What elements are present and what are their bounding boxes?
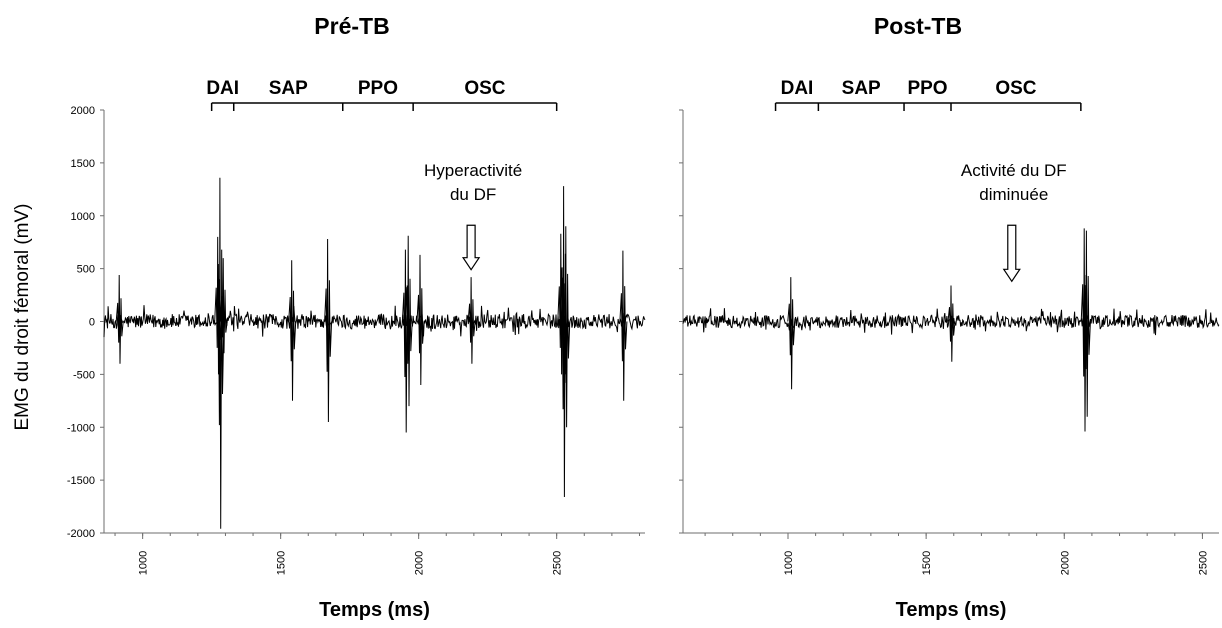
annotation-text: Hyperactivité: [424, 161, 522, 180]
emg-spike: [1082, 230, 1091, 417]
y-tick-label: 1500: [71, 158, 95, 170]
y-tick-label: 1000: [71, 211, 95, 223]
panel-post-tb: Post-TB 1000 1500 2000 2500 Temps (ms) DAI SAP P…: [679, 13, 1220, 621]
down-arrow-icon: [1002, 224, 1021, 283]
phase-label-dai: DAI: [781, 78, 814, 99]
emg-spike: [115, 274, 124, 364]
phase-label-sap: SAP: [269, 78, 308, 99]
chart-title: Pré-TB: [314, 13, 389, 39]
x-tick-label: 1500: [276, 551, 288, 575]
emg-spike: [219, 258, 228, 354]
emg-spike: [216, 177, 225, 529]
x-axis-label: Temps (ms): [319, 599, 430, 621]
y-tick-label: -2000: [67, 528, 95, 540]
emg-spike: [404, 235, 413, 407]
down-arrow-icon: [461, 224, 481, 271]
phase-label-osc: OSC: [995, 78, 1036, 99]
y-tick-label: 500: [77, 264, 95, 276]
phase-label-ppo: PPO: [907, 78, 947, 99]
emg-spike: [562, 226, 571, 428]
emg-spike: [467, 277, 476, 364]
phase-label-osc: OSC: [464, 78, 505, 99]
emg-trace: [103, 305, 646, 338]
emg-spike: [787, 277, 796, 390]
y-tick-label: -500: [73, 369, 95, 381]
y-tick-label: 2000: [71, 105, 95, 117]
panel-pre-tb: Pré-TB 2000 1500 1000 500 0 -500 -1000 -1500 -200…: [67, 13, 646, 621]
x-tick-label: 1000: [138, 551, 150, 575]
annotation-text: du DF: [450, 185, 496, 204]
phase-label-sap: SAP: [842, 78, 881, 99]
x-tick-label: 2000: [1059, 551, 1071, 575]
emg-spike: [288, 260, 297, 401]
y-tick-label: -1000: [67, 422, 95, 434]
emg-spike: [416, 254, 425, 386]
annotation-text: diminuée: [979, 185, 1048, 204]
emg-spike: [324, 238, 333, 423]
x-tick-label: 1000: [783, 551, 795, 575]
emg-spike: [619, 250, 628, 401]
chart-title: Post-TB: [874, 13, 962, 39]
y-tick-label: -1500: [67, 475, 95, 487]
x-tick-label: 1500: [921, 551, 933, 575]
emg-spike: [947, 285, 956, 362]
x-tick-label: 2500: [1197, 551, 1209, 575]
x-tick-label: 2500: [552, 551, 564, 575]
phase-label-dai: DAI: [206, 78, 239, 99]
phase-label-ppo: PPO: [358, 78, 398, 99]
y-tick-label: 0: [89, 317, 95, 329]
y-axis-label: EMG du droit fémoral (mV): [12, 204, 33, 431]
x-tick-label: 2000: [414, 551, 426, 575]
annotation-text: Activité du DF: [961, 161, 1067, 180]
x-axis-label: Temps (ms): [896, 599, 1007, 621]
